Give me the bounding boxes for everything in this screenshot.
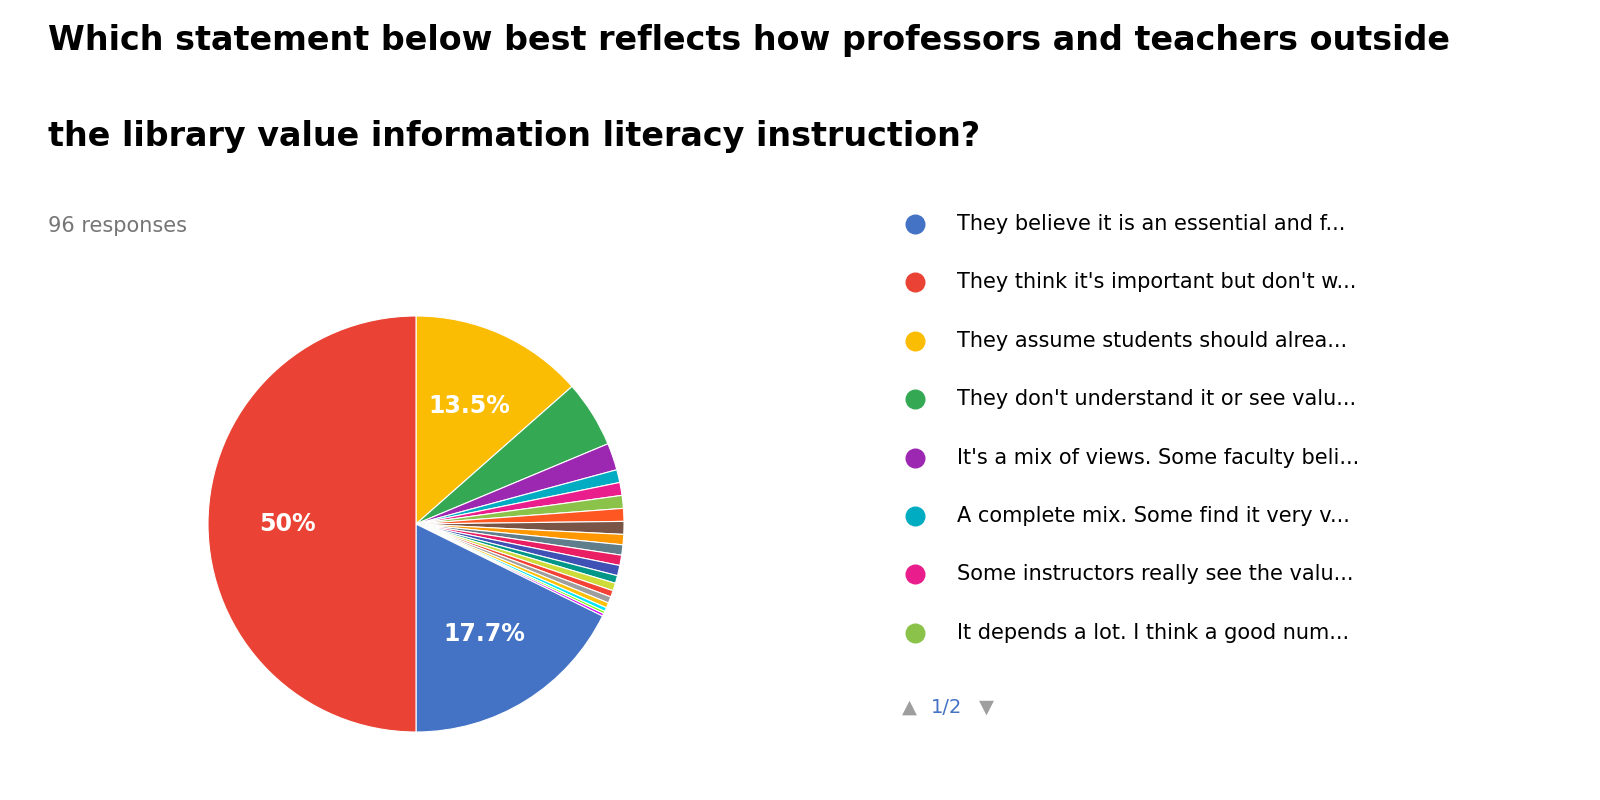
Text: 96 responses: 96 responses — [48, 216, 187, 236]
Text: ▲: ▲ — [902, 698, 917, 717]
Point — [1077, 72, 1102, 85]
Text: 13.5%: 13.5% — [429, 394, 510, 418]
Wedge shape — [416, 524, 605, 614]
Wedge shape — [416, 524, 613, 597]
Text: 17.7%: 17.7% — [443, 622, 525, 646]
Wedge shape — [416, 524, 622, 555]
Text: They don't understand it or see valu...: They don't understand it or see valu... — [957, 389, 1355, 409]
Wedge shape — [416, 524, 616, 590]
Wedge shape — [416, 524, 611, 603]
Wedge shape — [416, 524, 619, 576]
Wedge shape — [416, 508, 624, 524]
Text: 50%: 50% — [259, 512, 315, 536]
Wedge shape — [416, 524, 624, 545]
Wedge shape — [416, 444, 616, 524]
Wedge shape — [416, 524, 618, 583]
Wedge shape — [416, 524, 606, 611]
Wedge shape — [416, 386, 608, 524]
Point — [1077, 364, 1102, 377]
Text: ▼: ▼ — [979, 698, 994, 717]
Wedge shape — [416, 524, 603, 732]
Wedge shape — [416, 470, 619, 524]
Wedge shape — [416, 524, 603, 616]
Text: Which statement below best reflects how professors and teachers outside: Which statement below best reflects how … — [48, 24, 1450, 57]
Text: They assume students should alrea...: They assume students should alrea... — [957, 331, 1347, 350]
Point — [1077, 422, 1102, 435]
Point — [1077, 247, 1102, 260]
Point — [1077, 481, 1102, 494]
Text: Some instructors really see the valu...: Some instructors really see the valu... — [957, 565, 1354, 584]
Text: 1/2: 1/2 — [931, 698, 963, 717]
Wedge shape — [416, 524, 622, 566]
Wedge shape — [416, 524, 608, 608]
Text: A complete mix. Some find it very v...: A complete mix. Some find it very v... — [957, 506, 1350, 526]
Text: They believe it is an essential and f...: They believe it is an essential and f... — [957, 214, 1346, 234]
Wedge shape — [416, 316, 573, 524]
Point — [1077, 130, 1102, 143]
Text: It depends a lot. I think a good num...: It depends a lot. I think a good num... — [957, 623, 1349, 643]
Text: They think it's important but don't w...: They think it's important but don't w... — [957, 272, 1357, 292]
Wedge shape — [208, 316, 416, 732]
Text: the library value information literacy instruction?: the library value information literacy i… — [48, 120, 981, 153]
Point — [1077, 306, 1102, 318]
Wedge shape — [416, 522, 624, 534]
Wedge shape — [416, 495, 624, 524]
Wedge shape — [416, 482, 622, 524]
Point — [1077, 189, 1102, 202]
Text: It's a mix of views. Some faculty beli...: It's a mix of views. Some faculty beli..… — [957, 448, 1358, 467]
